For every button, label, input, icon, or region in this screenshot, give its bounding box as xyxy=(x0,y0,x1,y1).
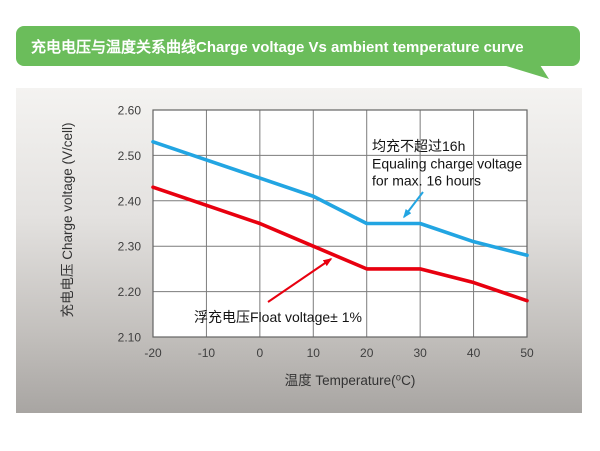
x-axis-title: 温度 Temperature(⁰C) xyxy=(285,373,416,388)
y-axis-title: 充电电压 Charge voltage (V/cell) xyxy=(60,122,75,317)
plot-area xyxy=(153,110,527,337)
chart-panel: 2.10 2.20 2.30 2.40 2.50 2.60 -20 -10 0 10 20 30 40 5… xyxy=(16,88,582,413)
x-tick-label: 0 xyxy=(257,346,264,360)
x-tick-label: 10 xyxy=(307,346,321,360)
x-tick-label: 40 xyxy=(467,346,481,360)
x-tick-label: 30 xyxy=(413,346,427,360)
series-line-float-voltage xyxy=(151,185,529,303)
y-tick-label: 2.60 xyxy=(118,104,142,118)
y-tick-label: 2.30 xyxy=(118,240,142,254)
x-tick-label: 20 xyxy=(360,346,374,360)
equalize-note-text: 均充不超过16h xyxy=(372,138,465,154)
series-line-equalizing-charge-voltage xyxy=(151,139,529,258)
title-banner: 充电电压与温度关系曲线Charge voltage Vs ambient tem… xyxy=(16,26,580,66)
y-tick-label: 2.20 xyxy=(118,285,142,299)
y-tick-label: 2.40 xyxy=(118,194,142,208)
equalize-note-text: Equaling charge voltage xyxy=(372,155,522,171)
plot-border xyxy=(152,109,528,338)
series xyxy=(151,139,529,303)
equalize-note-text: for max. 16 hours xyxy=(372,173,481,189)
y-tick-label: 2.10 xyxy=(118,331,142,345)
x-tick-label: -20 xyxy=(144,346,162,360)
banner-tail-shape xyxy=(503,65,549,79)
equalize-note-arrow xyxy=(403,191,424,219)
float-note-text: 浮充电压Float voltage± 1% xyxy=(194,309,362,325)
charge-voltage-temperature-chart: 2.10 2.20 2.30 2.40 2.50 2.60 -20 -10 0 10 20 30 40 5… xyxy=(60,104,534,389)
banner-tail xyxy=(503,65,549,79)
tick-labels: 2.10 2.20 2.30 2.40 2.50 2.60 -20 -10 0 10 20 30 40 5… xyxy=(118,104,534,361)
x-tick-label: 50 xyxy=(520,346,534,360)
page-title: 充电电压与温度关系曲线Charge voltage Vs ambient tem… xyxy=(31,38,524,56)
x-tick-label: -10 xyxy=(198,346,216,360)
y-tick-label: 2.50 xyxy=(118,149,142,163)
float-note-arrow xyxy=(267,258,333,303)
